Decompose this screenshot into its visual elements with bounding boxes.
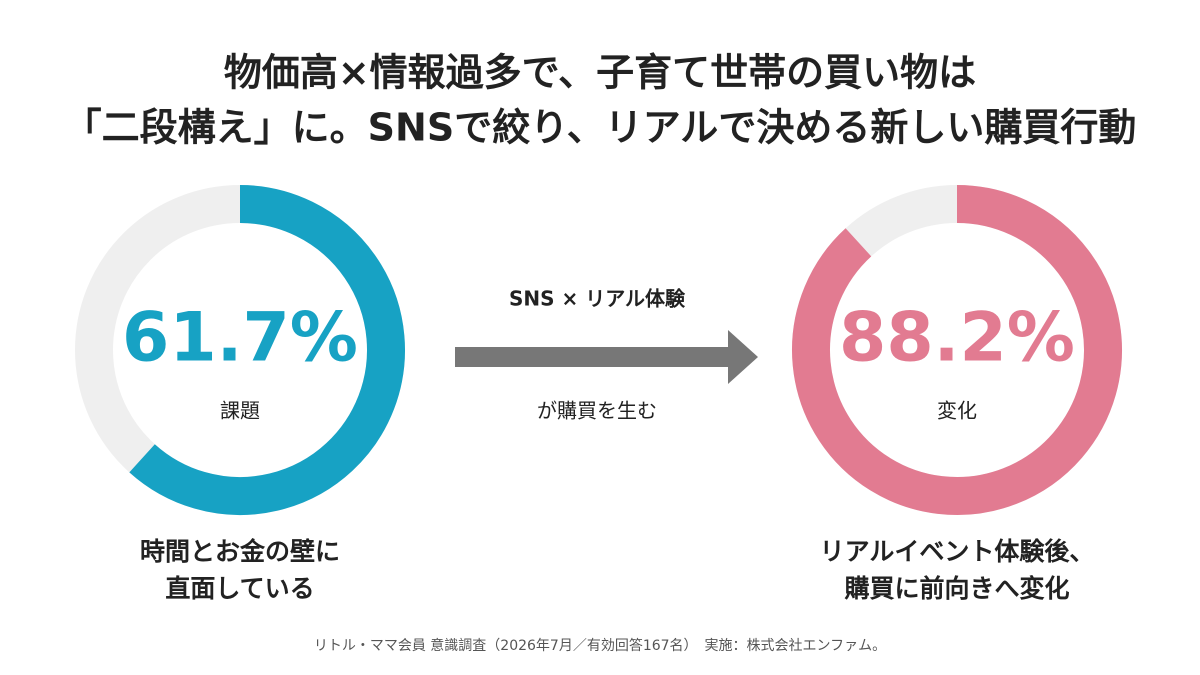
caption: 時間とお金の壁に <box>140 537 340 566</box>
center-label: 変化 <box>937 399 977 423</box>
arrow-bottom-label: が購買を生む <box>537 399 657 423</box>
arrow-top-label: SNS × リアル体験 <box>509 287 686 311</box>
center-label: 課題 <box>220 399 260 423</box>
caption: リアルイベント体験後、 <box>820 537 1095 566</box>
caption: 直面している <box>165 574 314 603</box>
donut-segment <box>129 185 405 515</box>
title-line: 「二段構え」に。SNSで絞り、リアルで決める新しい購買行動 <box>64 106 1137 150</box>
arrow <box>455 330 758 384</box>
title-line: 物価高×情報過多で、子育て世帯の買い物は <box>224 51 976 95</box>
center-value: 88.2% <box>839 299 1075 378</box>
center-value: 61.7% <box>122 299 358 378</box>
caption: 購買に前向きへ変化 <box>844 574 1069 603</box>
footer: リトル・ママ会員 意識調査（2026年7月／有効回答167名） 実施：株式会社エ… <box>314 637 886 654</box>
donut-segment <box>792 185 1122 515</box>
